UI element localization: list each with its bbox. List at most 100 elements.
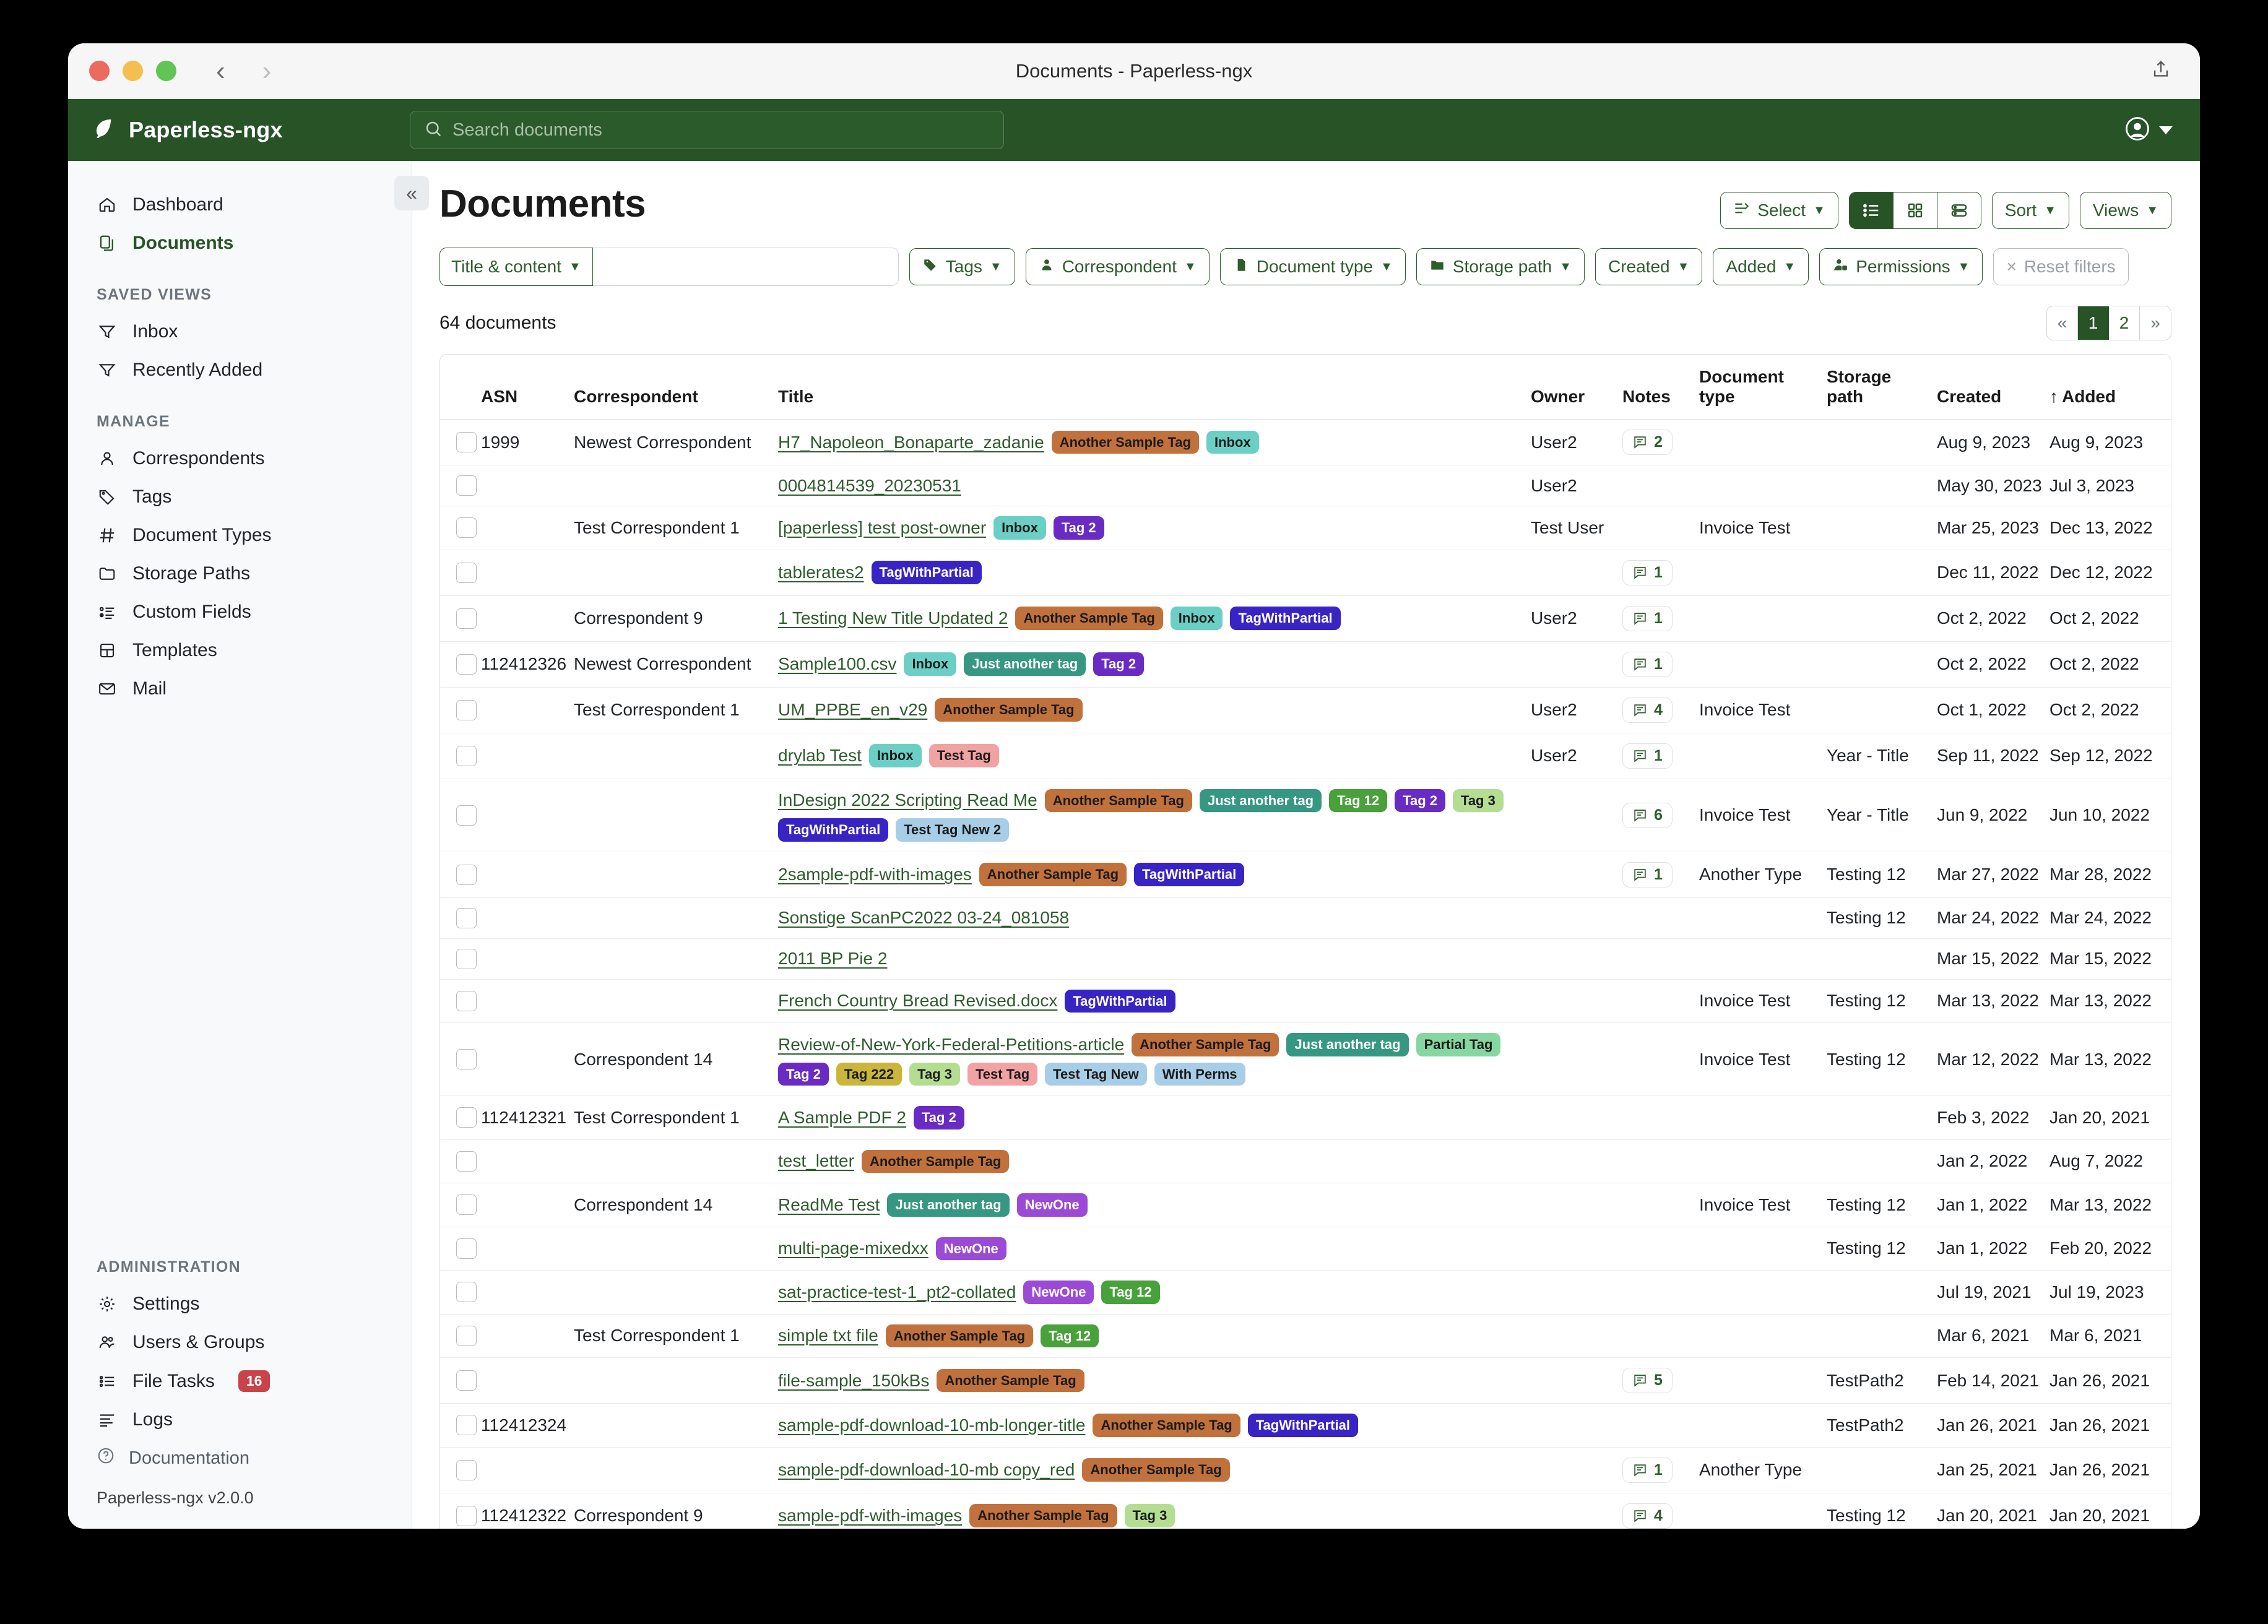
tag-chip[interactable]: Tag 2: [1053, 516, 1104, 540]
document-title-link[interactable]: Sonstige ScanPC2022 03-24_081058: [778, 908, 1070, 927]
tag-chip[interactable]: Tag 2: [1395, 788, 1446, 812]
column-title[interactable]: Title: [778, 355, 1531, 420]
column-document-type[interactable]: Document type: [1699, 355, 1827, 420]
cell-correspondent[interactable]: Test Correspondent 1: [574, 687, 778, 733]
cell-storage-path[interactable]: Year - Title: [1827, 779, 1937, 852]
tag-chip[interactable]: Tag 3: [1453, 788, 1504, 812]
row-checkbox-cell[interactable]: [440, 1270, 481, 1315]
cell-correspondent[interactable]: Newest Correspondent: [574, 641, 778, 688]
cell-storage-path[interactable]: Testing 12: [1827, 979, 1937, 1023]
cell-storage-path[interactable]: Testing 12: [1827, 852, 1937, 898]
cell-correspondent[interactable]: Correspondent 9: [574, 1506, 703, 1525]
cell-document-type[interactable]: [1699, 641, 1827, 688]
column-created[interactable]: Created: [1937, 355, 2049, 420]
cell-document-type[interactable]: [1699, 1139, 1827, 1183]
tag-chip[interactable]: Another Sample Tag: [1132, 1033, 1279, 1056]
grid-view-icon[interactable]: [1892, 192, 1937, 229]
cell-storage-path[interactable]: Testing 12: [1827, 1022, 1937, 1096]
row-checkbox[interactable]: [456, 907, 477, 928]
column-added[interactable]: ↑ Added: [2049, 355, 2171, 420]
row-checkbox[interactable]: [456, 1151, 477, 1172]
created-filter-button[interactable]: Created ▼: [1595, 248, 1703, 285]
sort-button[interactable]: Sort ▼: [1991, 192, 2070, 229]
document-title-link[interactable]: multi-page-mixedxx: [778, 1238, 928, 1258]
chevron-down-icon[interactable]: [2159, 126, 2173, 134]
document-title-link[interactable]: file-sample_150kBs: [778, 1370, 930, 1390]
sidebar-item-logs[interactable]: Logs: [68, 1401, 412, 1439]
user-menu[interactable]: [2124, 116, 2173, 145]
collapse-sidebar-button[interactable]: «: [394, 176, 429, 210]
table-row[interactable]: 112412326 Newest Correspondent Sample100.c…: [440, 641, 2171, 688]
tag-chip[interactable]: Test Tag New 2: [896, 818, 1010, 842]
cell-correspondent[interactable]: Correspondent 14: [574, 1183, 778, 1227]
cell-correspondent[interactable]: Correspondent 14: [574, 1022, 778, 1096]
pagination-first[interactable]: «: [2047, 306, 2078, 340]
table-row[interactable]: file-sample_150kBs Another Sample Tag 5 Tes…: [440, 1357, 2171, 1404]
notes-badge[interactable]: 2: [1622, 430, 1673, 455]
row-checkbox-cell[interactable]: [440, 852, 481, 898]
tag-chip[interactable]: Inbox: [1170, 607, 1223, 630]
notes-badge[interactable]: 1: [1622, 743, 1673, 769]
table-row[interactable]: multi-page-mixedxx NewOne Testing 12 Jan 1,…: [440, 1227, 2171, 1271]
cell-storage-path[interactable]: [1827, 1447, 1937, 1493]
row-checkbox-cell[interactable]: [440, 1022, 481, 1096]
table-row[interactable]: 0004814539_20230531 User2 May 30, 2023 Jul …: [440, 465, 2171, 506]
tag-chip[interactable]: TagWithPartial: [1134, 863, 1245, 886]
sidebar-item-custom-fields[interactable]: Custom Fields: [68, 593, 412, 631]
minimize-window-button[interactable]: [123, 61, 143, 81]
cell-document-type[interactable]: [1699, 1403, 1827, 1448]
row-checkbox[interactable]: [456, 562, 477, 583]
sidebar-item-settings[interactable]: Settings: [68, 1285, 412, 1323]
views-button[interactable]: Views ▼: [2080, 192, 2171, 229]
title-content-filter[interactable]: Title & content ▼: [439, 248, 899, 286]
sidebar-item-documentation[interactable]: Documentation: [68, 1439, 412, 1477]
cell-storage-path[interactable]: [1827, 687, 1937, 733]
cell-document-type[interactable]: [1699, 897, 1827, 939]
cell-document-type[interactable]: Another Type: [1699, 852, 1827, 898]
cell-correspondent[interactable]: [574, 1447, 778, 1493]
row-checkbox-cell[interactable]: [440, 687, 481, 733]
added-filter-button[interactable]: Added ▼: [1713, 248, 1809, 285]
notes-badge[interactable]: 1: [1622, 1457, 1673, 1483]
maximize-window-button[interactable]: [156, 61, 176, 81]
column-owner[interactable]: Owner: [1531, 355, 1622, 420]
sidebar-item-storage-paths[interactable]: Storage Paths: [68, 555, 412, 593]
tag-chip[interactable]: Tag 2: [913, 1106, 964, 1129]
cell-document-type[interactable]: [1699, 595, 1827, 642]
tags-filter-button[interactable]: Tags ▼: [909, 248, 1015, 285]
table-row[interactable]: 1999 Newest Correspondent H7_Napoleon_Bona…: [440, 419, 2171, 465]
tag-chip[interactable]: Inbox: [1206, 430, 1259, 454]
tag-chip[interactable]: Just another tag: [887, 1193, 1010, 1217]
tag-chip[interactable]: Tag 3: [1124, 1504, 1175, 1527]
row-checkbox-cell[interactable]: [440, 1493, 481, 1529]
cell-document-type[interactable]: [1699, 419, 1827, 465]
cell-document-type[interactable]: [1699, 1493, 1827, 1529]
tag-chip[interactable]: Just another tag: [964, 652, 1086, 676]
sidebar-item-document-types[interactable]: Document Types: [68, 516, 412, 555]
row-checkbox[interactable]: [456, 1325, 477, 1346]
back-icon[interactable]: ‹: [216, 55, 225, 86]
tag-chip[interactable]: Another Sample Tag: [969, 1504, 1117, 1527]
tag-chip[interactable]: Tag 12: [1101, 1281, 1160, 1304]
app-brand[interactable]: Paperless-ngx: [90, 116, 410, 144]
row-checkbox[interactable]: [456, 805, 477, 826]
cell-storage-path[interactable]: TestPath2: [1827, 1357, 1937, 1404]
row-checkbox[interactable]: [456, 1049, 477, 1069]
document-title-link[interactable]: [paperless] test post-owner: [778, 517, 987, 537]
row-checkbox[interactable]: [456, 475, 477, 496]
sidebar-item-correspondents[interactable]: Correspondents: [68, 439, 412, 478]
tag-chip[interactable]: Partial Tag: [1416, 1033, 1501, 1056]
row-checkbox-cell[interactable]: [440, 938, 481, 980]
column-correspondent[interactable]: Correspondent: [574, 355, 778, 420]
row-checkbox-cell[interactable]: [440, 1139, 481, 1183]
reset-filters-button[interactable]: × Reset filters: [1993, 248, 2129, 285]
document-title-link[interactable]: 2011 BP Pie 2: [778, 949, 888, 968]
document-type-filter-button[interactable]: Document type ▼: [1219, 248, 1406, 285]
tag-chip[interactable]: Another Sample Tag: [937, 1368, 1084, 1393]
document-title-link[interactable]: sample-pdf-download-10-mb-longer-title: [778, 1415, 1086, 1435]
cell-document-type[interactable]: Invoice Test: [1699, 979, 1827, 1023]
row-checkbox-cell[interactable]: [440, 1403, 481, 1448]
document-title-link[interactable]: 0004814539_20230531: [778, 475, 961, 495]
browser-nav[interactable]: ‹ ›: [216, 55, 271, 86]
row-checkbox-cell[interactable]: [440, 1227, 481, 1271]
